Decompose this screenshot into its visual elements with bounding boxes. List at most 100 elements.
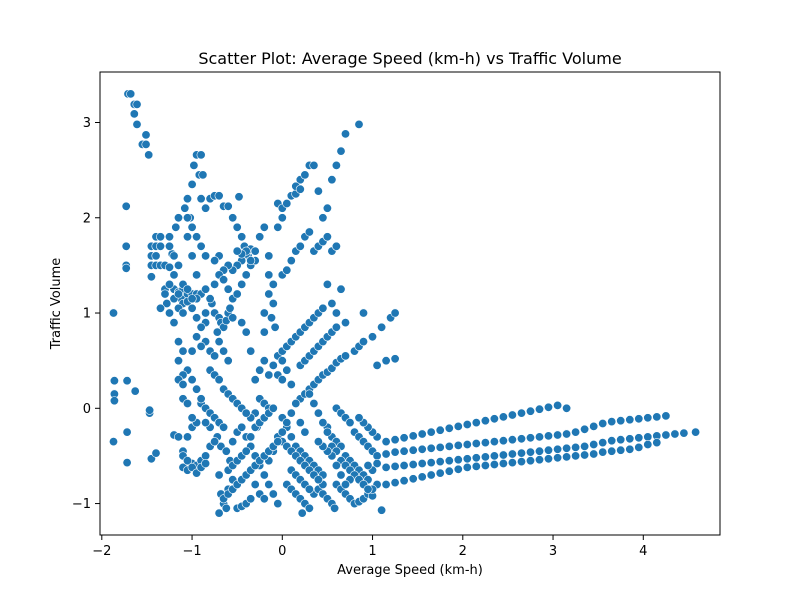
data-point xyxy=(507,410,517,420)
data-point xyxy=(214,508,224,518)
data-point xyxy=(109,437,119,447)
data-point xyxy=(340,351,350,361)
data-point xyxy=(187,346,197,356)
data-point xyxy=(126,89,136,99)
data-point xyxy=(426,470,436,480)
data-point xyxy=(304,389,314,399)
x-tick-label: 3 xyxy=(549,544,557,559)
data-point xyxy=(435,468,445,478)
x-tick-label: −1 xyxy=(182,544,201,559)
data-point xyxy=(210,351,220,361)
data-point xyxy=(286,379,296,389)
data-point xyxy=(171,222,181,232)
data-point xyxy=(625,415,635,425)
data-point xyxy=(691,427,701,437)
data-point xyxy=(390,308,400,318)
data-point xyxy=(634,433,644,443)
data-point xyxy=(489,459,499,469)
data-point xyxy=(297,508,307,518)
data-point xyxy=(607,446,617,456)
data-point xyxy=(156,241,166,251)
data-point xyxy=(192,313,202,323)
data-point xyxy=(246,346,256,356)
data-point xyxy=(129,109,139,119)
data-point xyxy=(268,279,278,289)
data-point xyxy=(390,354,400,364)
data-point xyxy=(109,376,119,386)
data-point xyxy=(187,375,197,385)
data-point xyxy=(201,308,211,318)
data-point xyxy=(162,298,172,308)
data-point xyxy=(381,462,391,472)
data-point xyxy=(354,413,364,423)
data-point xyxy=(174,213,184,223)
data-point xyxy=(318,213,328,223)
data-point xyxy=(196,194,206,204)
data-point xyxy=(534,404,544,414)
data-point xyxy=(399,460,409,470)
data-point xyxy=(304,503,314,513)
data-point xyxy=(255,232,265,242)
data-point xyxy=(345,418,355,428)
data-point xyxy=(264,251,274,261)
data-point xyxy=(426,427,436,437)
scatter-points xyxy=(109,89,701,518)
data-point xyxy=(313,186,323,196)
data-point xyxy=(264,370,274,380)
y-axis: −1 0 1 2 3 xyxy=(72,116,100,512)
data-point xyxy=(246,256,256,266)
data-point xyxy=(277,375,287,385)
data-point xyxy=(417,429,427,439)
data-point xyxy=(571,451,581,461)
data-point xyxy=(643,439,653,449)
data-point xyxy=(192,332,202,342)
data-point xyxy=(534,446,544,456)
data-point xyxy=(165,241,175,251)
y-tick-label: 1 xyxy=(83,307,91,322)
data-point xyxy=(525,406,535,416)
data-point xyxy=(132,119,142,129)
data-point xyxy=(241,446,251,456)
data-point xyxy=(480,460,490,470)
data-point xyxy=(616,416,626,426)
data-point xyxy=(201,284,211,294)
data-point xyxy=(228,313,238,323)
data-point xyxy=(169,251,179,261)
data-point xyxy=(192,232,202,242)
data-point xyxy=(643,413,653,423)
x-tick-label: 1 xyxy=(368,544,376,559)
data-point xyxy=(151,251,161,261)
data-point xyxy=(562,429,572,439)
data-point xyxy=(232,222,242,232)
data-point xyxy=(160,289,170,299)
data-point xyxy=(390,461,400,471)
data-point xyxy=(277,427,287,437)
data-point xyxy=(196,394,206,404)
data-point xyxy=(300,427,310,437)
data-point xyxy=(327,298,337,308)
data-point xyxy=(322,203,332,213)
data-point xyxy=(408,431,418,441)
data-point xyxy=(453,455,463,465)
data-point xyxy=(331,160,341,170)
data-point xyxy=(156,303,166,313)
data-point xyxy=(214,337,224,347)
data-point xyxy=(187,179,197,189)
data-point xyxy=(607,417,617,427)
data-point xyxy=(145,405,155,415)
data-point xyxy=(225,303,235,313)
data-point xyxy=(268,298,278,308)
data-point xyxy=(543,445,553,455)
data-point xyxy=(336,284,346,294)
data-point xyxy=(174,337,184,347)
data-point xyxy=(553,430,563,440)
data-point xyxy=(237,318,247,328)
data-point xyxy=(228,213,238,223)
data-point xyxy=(377,322,387,332)
data-point xyxy=(417,458,427,468)
data-point xyxy=(553,453,563,463)
data-point xyxy=(183,432,193,442)
data-point xyxy=(480,416,490,426)
data-point xyxy=(210,437,220,447)
data-point xyxy=(295,241,305,251)
